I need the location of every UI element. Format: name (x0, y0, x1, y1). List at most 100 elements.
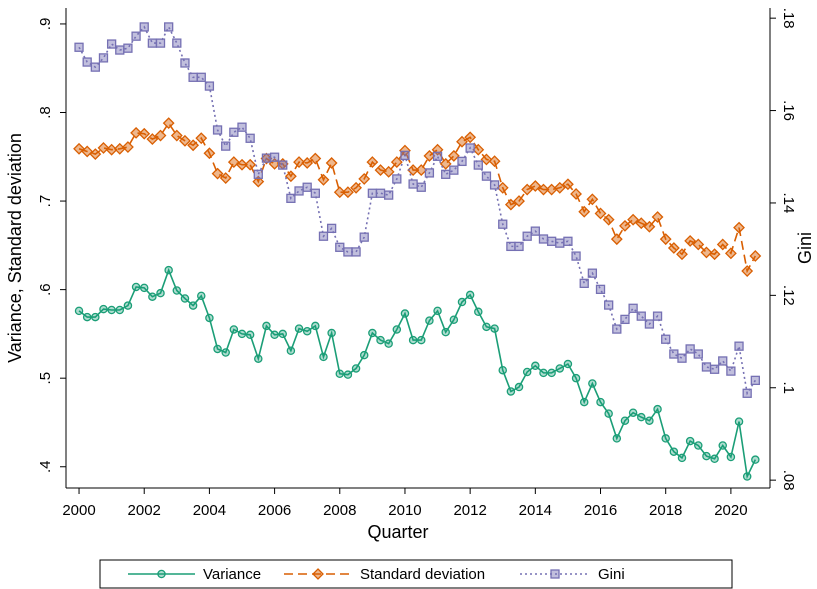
data-point (694, 441, 703, 450)
data-point (131, 31, 141, 41)
y2-tick-label: .16 (780, 100, 797, 121)
data-point (441, 169, 451, 179)
data-point (375, 188, 386, 198)
data-point (555, 238, 565, 248)
data-point (359, 232, 369, 242)
data-point (309, 152, 322, 165)
data-point (513, 195, 525, 207)
data-point (301, 157, 314, 169)
data-point (333, 186, 346, 199)
data-point (734, 341, 744, 351)
data-point (384, 190, 394, 200)
data-point (637, 412, 646, 422)
data-point (219, 172, 232, 184)
data-point (253, 169, 263, 179)
data-point (546, 236, 557, 246)
data-point (506, 387, 516, 396)
data-point (562, 178, 574, 191)
data-point (204, 81, 215, 91)
data-point (742, 388, 752, 398)
data-point (188, 301, 198, 310)
data-point (91, 312, 100, 322)
data-point (480, 153, 493, 166)
data-point (464, 131, 477, 144)
data-point (376, 335, 385, 345)
data-point (433, 306, 442, 316)
data-point (588, 379, 597, 388)
data-point (310, 188, 320, 198)
data-point (156, 288, 165, 298)
data-point (669, 349, 679, 359)
data-point (294, 186, 304, 196)
data-point (147, 38, 158, 48)
data-point (179, 134, 191, 147)
data-point (653, 404, 662, 414)
x-tick-label: 2012 (453, 502, 486, 519)
data-point (368, 328, 377, 338)
data-point (571, 373, 581, 383)
data-point (490, 324, 499, 333)
data-point (408, 179, 418, 189)
data-point (293, 156, 305, 169)
x-tick-label: 2000 (62, 502, 95, 519)
data-point (359, 350, 369, 360)
data-point (669, 447, 679, 456)
data-point (482, 322, 491, 332)
data-point (604, 409, 613, 418)
data-point (685, 436, 695, 446)
data-point (563, 359, 573, 369)
data-point (628, 408, 638, 417)
data-point (358, 173, 371, 185)
data-point (610, 233, 623, 246)
data-point (106, 39, 117, 49)
data-point (122, 141, 134, 153)
data-point (211, 167, 224, 180)
data-point (350, 181, 362, 194)
data-point (474, 307, 483, 317)
data-point (374, 164, 387, 176)
data-point (432, 151, 443, 161)
data-point (213, 344, 222, 354)
data-point (553, 181, 566, 194)
data-point (531, 361, 540, 371)
y2-axis-title: Gini (795, 232, 815, 264)
data-point (555, 364, 565, 373)
data-point (701, 362, 712, 372)
data-point (416, 182, 426, 192)
data-point (635, 217, 648, 230)
y-tick-label: .4 (37, 460, 54, 473)
data-point (139, 22, 149, 32)
data-point (424, 168, 435, 178)
series-line (78, 121, 757, 274)
data-point (677, 353, 687, 363)
data-point (325, 157, 338, 169)
data-point (203, 147, 216, 160)
data-point (311, 321, 320, 331)
data-point (415, 164, 428, 176)
data-point (229, 325, 239, 334)
data-point (667, 242, 680, 254)
data-point (661, 434, 670, 443)
data-point (742, 472, 752, 481)
data-point (302, 182, 312, 192)
data-point (620, 416, 630, 425)
data-point (237, 329, 247, 339)
data-point (488, 155, 501, 168)
data-point (107, 305, 116, 315)
data-point (318, 231, 329, 241)
data-point (489, 180, 500, 190)
data-point (205, 313, 214, 323)
data-point (74, 306, 84, 316)
data-point (115, 45, 125, 55)
data-point (563, 236, 573, 246)
data-point (537, 183, 550, 196)
data-point (286, 193, 296, 203)
data-point (172, 286, 182, 295)
data-point (162, 117, 175, 130)
data-point (188, 72, 198, 82)
data-point (164, 265, 173, 275)
data-point (620, 314, 630, 325)
x-tick-label: 2010 (388, 502, 421, 519)
data-point (252, 175, 265, 188)
y2-tick-label: .08 (780, 470, 797, 491)
